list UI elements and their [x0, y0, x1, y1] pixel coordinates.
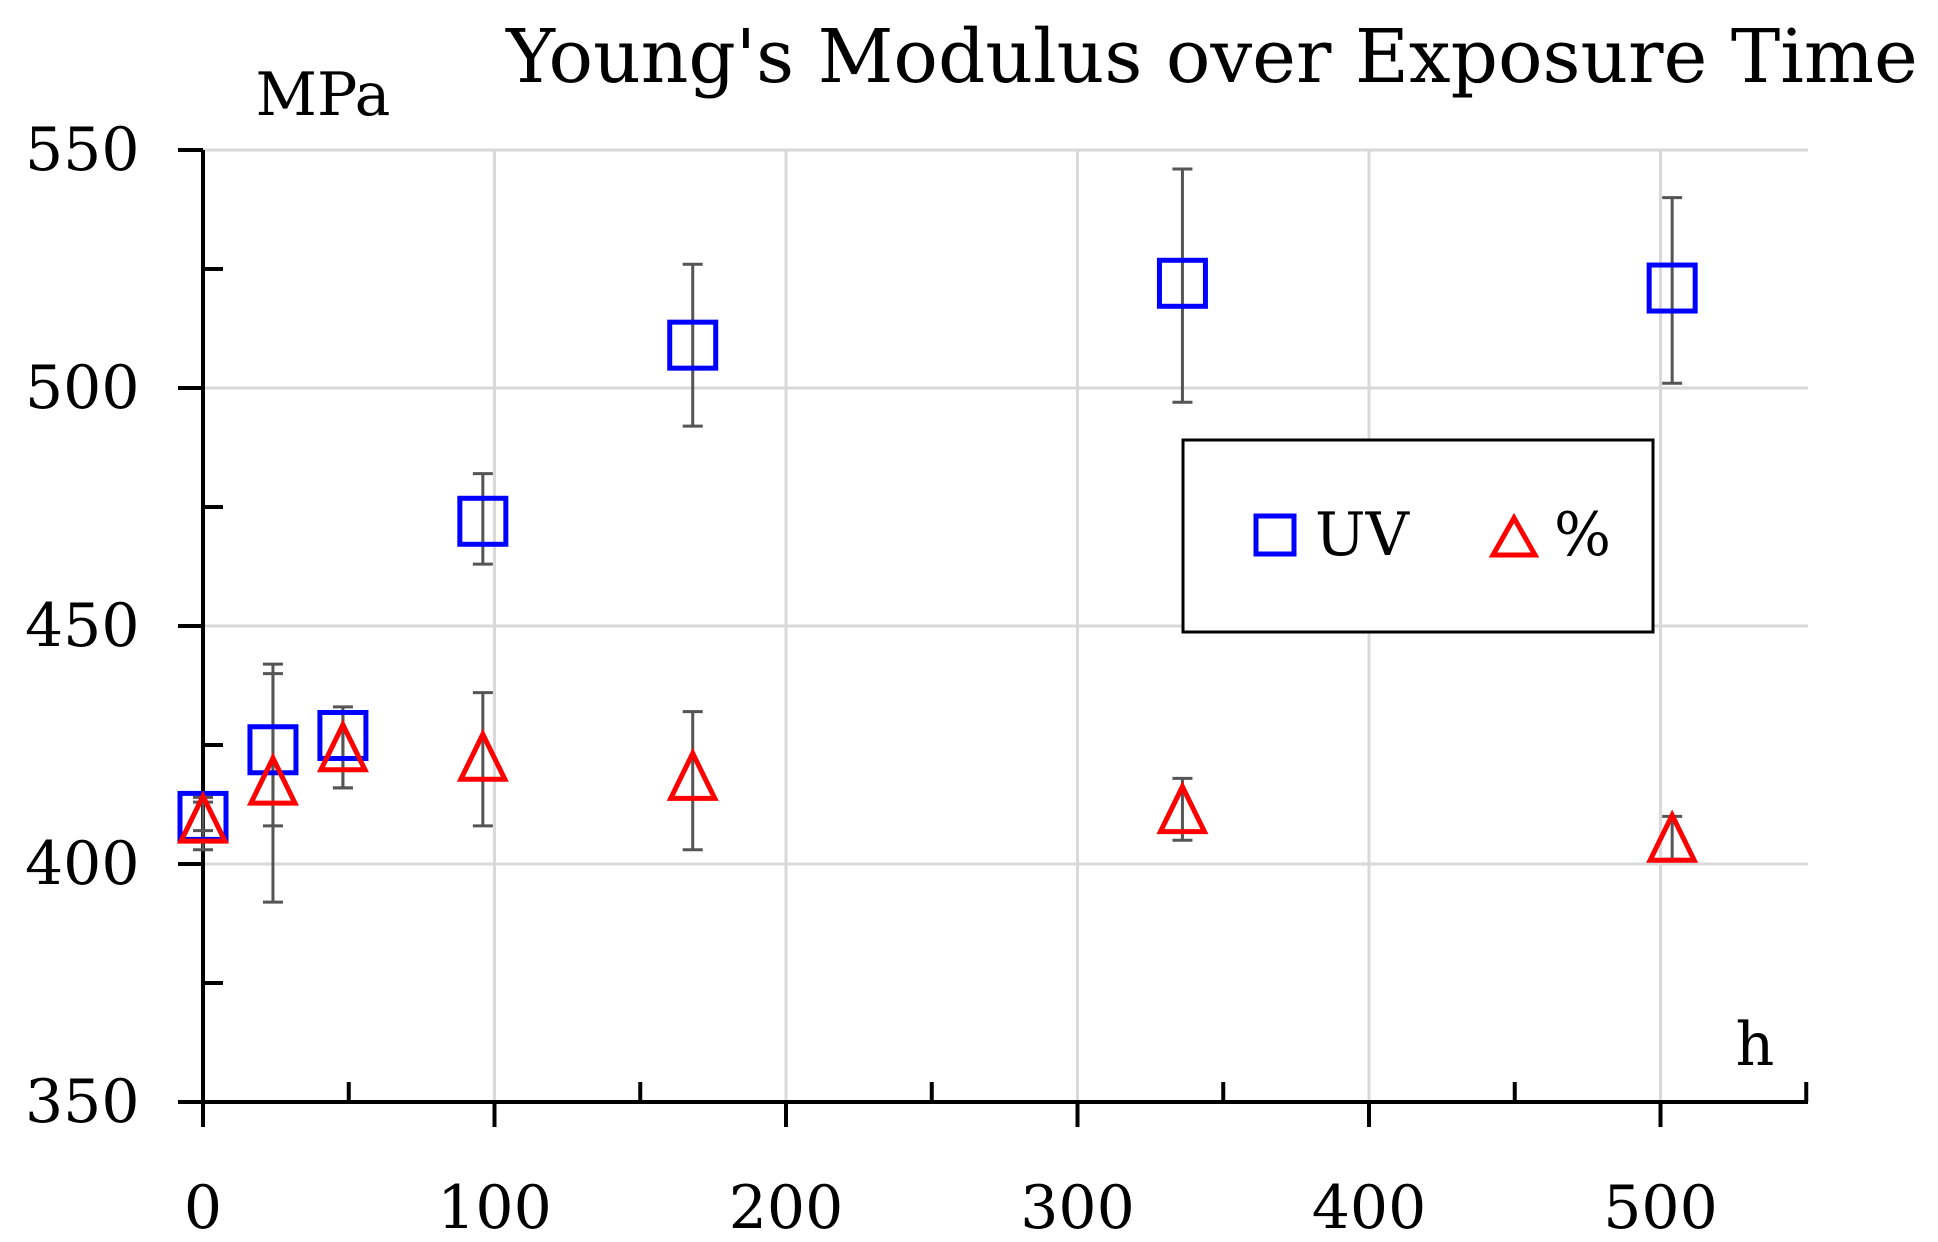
percent-point: [1156, 780, 1209, 835]
axes: [178, 148, 1809, 1127]
percent-point: [246, 752, 299, 806]
uv-point: [1156, 257, 1208, 309]
legend-percent-label: %: [1554, 500, 1611, 570]
x-tick-label: 200: [729, 1173, 844, 1242]
percent-point: [1646, 809, 1699, 863]
x-tick-label: 100: [437, 1173, 552, 1242]
legend-percent-marker: [1488, 512, 1540, 558]
percent-point: [316, 719, 369, 773]
uv-point: [1646, 262, 1698, 314]
y-tick-label: 400: [25, 829, 140, 899]
x-tick-label: 300: [1020, 1173, 1135, 1242]
x-tick-label: 400: [1312, 1173, 1427, 1242]
uv-point: [247, 724, 299, 776]
uv-point: [457, 495, 509, 547]
tick-labels: 350 400 450 500 550 0 100 200 300 400 500: [25, 115, 1718, 1242]
y-tick-label: 550: [25, 115, 140, 185]
uv-point: [317, 709, 369, 761]
legend-uv-marker: [1253, 513, 1297, 557]
legend: UV %: [1181, 438, 1655, 634]
y-tick-label: 450: [25, 591, 140, 661]
x-axis-unit-label: h: [1736, 1010, 1775, 1080]
x-tick-label: 500: [1603, 1173, 1718, 1242]
y-axis-unit-label: MPa: [256, 60, 391, 130]
data-markers: [176, 257, 1699, 863]
grid-lines: [203, 148, 1808, 1102]
legend-frame: [1181, 438, 1655, 634]
percent-point: [456, 728, 509, 782]
y-tick-label: 350: [25, 1067, 140, 1137]
legend-uv-label: UV: [1315, 500, 1411, 570]
percent-point: [666, 747, 719, 801]
chart-title: Young's Modulus over Exposure Time: [505, 14, 1918, 100]
uv-point: [667, 319, 719, 371]
x-tick-label: 0: [184, 1173, 222, 1242]
y-tick-label: 500: [25, 353, 140, 423]
percent-point: [176, 790, 230, 844]
